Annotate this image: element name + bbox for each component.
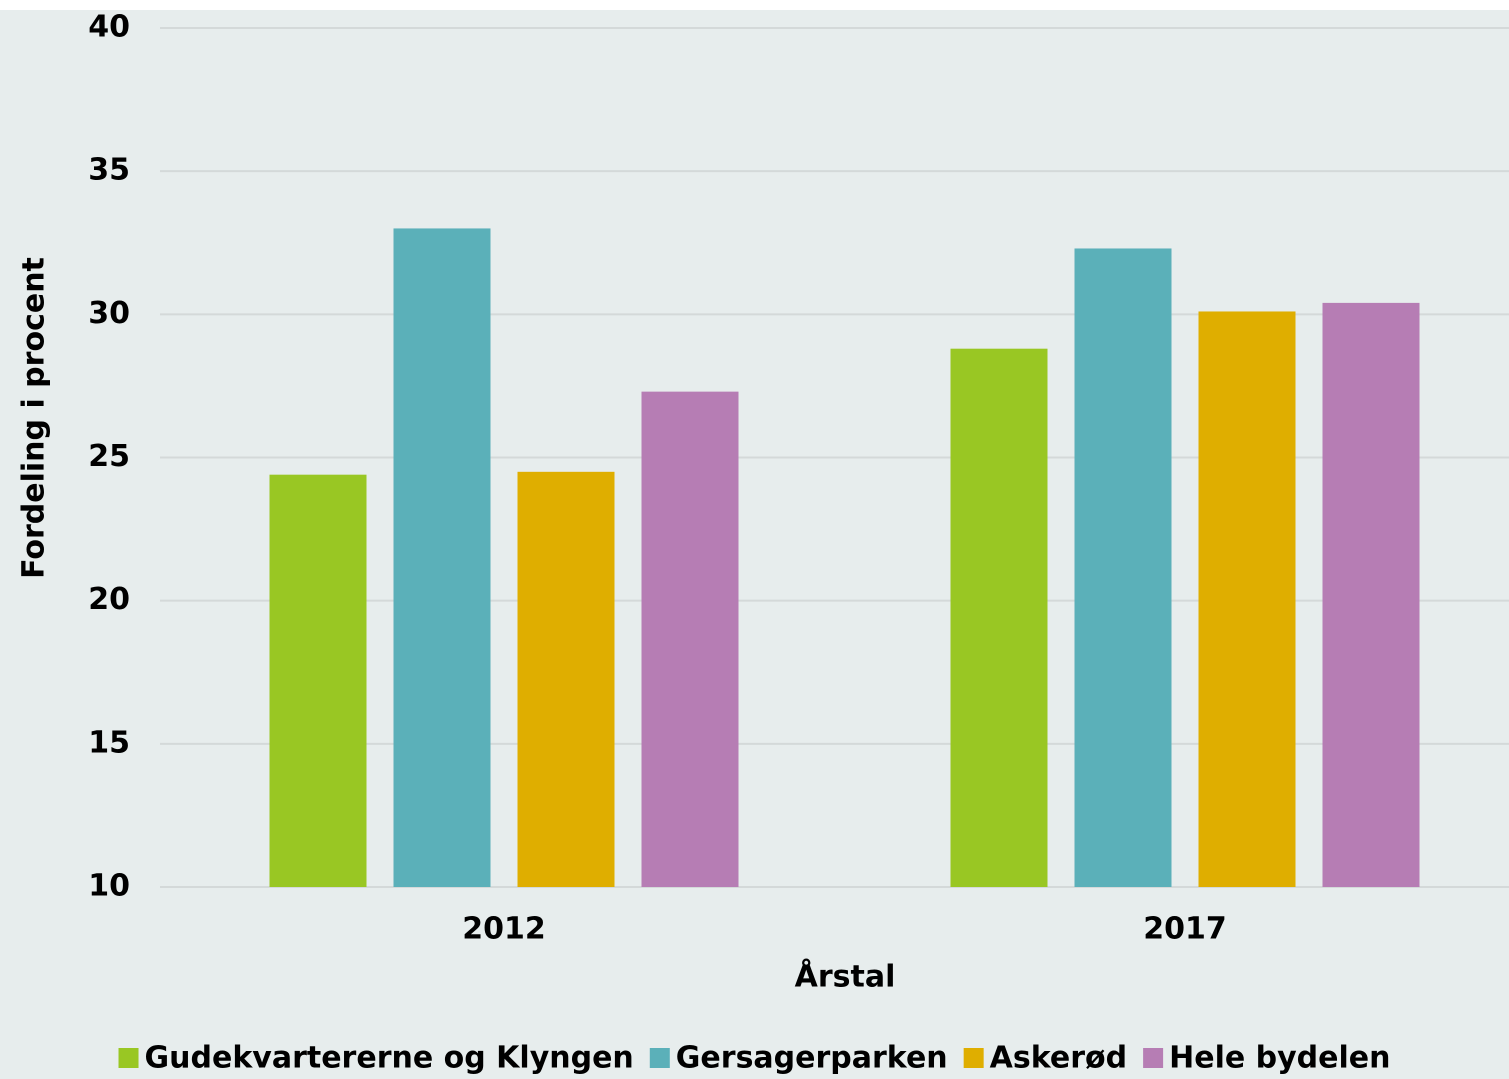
legend-label: Hele bydelen	[1169, 1041, 1390, 1076]
y-tick-label: 15	[88, 725, 130, 760]
legend-swatch	[118, 1048, 139, 1068]
y-tick-label: 35	[88, 153, 130, 188]
bar	[269, 474, 367, 887]
legend-label: Askerød	[990, 1041, 1127, 1076]
y-axis-title: Fordeling i procent	[17, 257, 52, 579]
bar	[1322, 302, 1420, 887]
bar	[1074, 248, 1172, 887]
legend-swatch	[963, 1048, 984, 1068]
bar	[1198, 311, 1296, 888]
legend-label: Gudekvartererne og Klyngen	[145, 1041, 634, 1076]
bar	[641, 391, 739, 887]
bar	[517, 471, 615, 887]
legend-swatch	[649, 1048, 670, 1068]
legend-swatch	[1143, 1048, 1164, 1068]
x-tick-label: 2017	[1143, 912, 1227, 947]
bar	[950, 348, 1048, 887]
y-tick-label: 25	[88, 439, 130, 474]
y-tick-label: 40	[88, 10, 130, 45]
legend-label: Gersagerparken	[676, 1041, 948, 1076]
y-tick-label: 20	[88, 582, 130, 617]
x-tick-label: 2012	[462, 912, 546, 947]
x-axis-title: Årstal	[795, 958, 896, 995]
y-tick-label: 10	[88, 869, 130, 904]
bar	[393, 228, 491, 887]
y-tick-label: 30	[88, 296, 130, 331]
